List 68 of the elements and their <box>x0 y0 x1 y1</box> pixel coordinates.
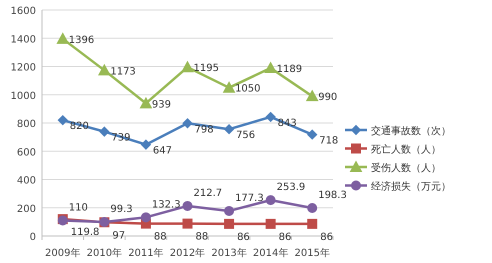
data-label: 756 <box>236 130 256 142</box>
point <box>140 140 151 150</box>
data-label: 86 <box>278 232 292 243</box>
data-label: 990 <box>318 92 338 104</box>
y-tick-label: 1200 <box>10 62 36 74</box>
data-label: 1396 <box>68 34 94 46</box>
point <box>140 212 151 222</box>
point <box>307 203 318 213</box>
point <box>56 32 69 44</box>
data-label: 1189 <box>276 64 302 76</box>
y-tick-label: 400 <box>16 176 36 186</box>
point <box>307 218 318 229</box>
point <box>99 126 110 137</box>
data-label: 88 <box>196 232 208 243</box>
point <box>264 62 277 74</box>
point <box>98 64 110 76</box>
point <box>224 124 234 134</box>
point <box>266 195 276 206</box>
data-label: 99.3 <box>110 204 133 215</box>
point <box>182 200 192 211</box>
data-label: 718 <box>319 136 338 147</box>
data-label: 119.8 <box>70 227 100 238</box>
data-label: 97 <box>112 230 126 242</box>
point <box>58 115 68 126</box>
data-label: 86 <box>320 232 333 243</box>
data-label: 647 <box>152 146 172 157</box>
legend-label: 受伤人数（人） <box>371 162 441 174</box>
x-tick-label: 2011年 <box>128 247 164 259</box>
point <box>266 112 276 122</box>
point <box>182 61 194 72</box>
legend-label: 死亡人数（人） <box>371 144 441 156</box>
y-tick-label: 600 <box>16 147 36 158</box>
point <box>306 90 318 102</box>
y-tick-label: 1400 <box>10 34 36 46</box>
data-label: 212.7 <box>194 188 222 199</box>
point <box>266 218 276 229</box>
data-label: 798 <box>194 124 214 136</box>
point <box>224 218 234 229</box>
x-tick-label: 2013年 <box>211 247 247 259</box>
data-label: 198.3 <box>318 190 347 201</box>
data-label: 939 <box>152 99 172 110</box>
point <box>182 218 192 229</box>
x-tick-label: 2010年 <box>86 247 122 259</box>
x-tick-label: 2015年 <box>294 247 330 259</box>
y-tick-label: 1000 <box>10 90 36 102</box>
y-tick-label: 200 <box>16 204 36 215</box>
y-tick-label: 1600 <box>10 6 36 17</box>
legend-label: 交通事故数（次） <box>371 125 451 137</box>
data-label: 1173 <box>110 66 136 78</box>
x-tick-label: 2014年 <box>252 247 288 259</box>
data-label: 1195 <box>194 63 219 74</box>
point <box>224 206 234 216</box>
data-label: 1050 <box>235 84 261 95</box>
point <box>307 130 318 140</box>
x-tick-label: 2012年 <box>170 247 206 259</box>
data-label: 132.3 <box>152 199 181 210</box>
y-tick-label: 800 <box>16 119 36 130</box>
data-label: 253.9 <box>276 182 306 194</box>
data-label: 110 <box>68 202 88 214</box>
point <box>140 97 152 108</box>
data-label: 177.3 <box>235 192 264 204</box>
legend-label: 经济损失（万元） <box>371 180 451 192</box>
y-tick-label: 0 <box>30 232 36 243</box>
data-label: 88 <box>154 232 167 243</box>
data-label: 86 <box>237 232 250 243</box>
point <box>182 118 192 128</box>
point <box>223 82 236 93</box>
x-tick-label: 2009年 <box>45 247 81 259</box>
